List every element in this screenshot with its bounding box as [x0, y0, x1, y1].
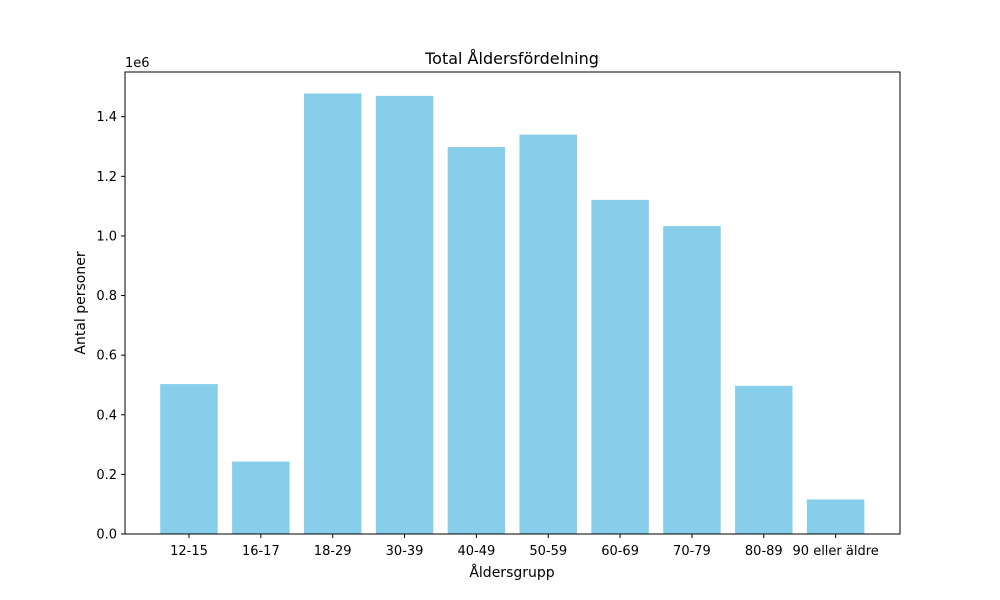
x-tick-label: 80-89 — [745, 544, 783, 559]
x-tick-label: 70-79 — [673, 544, 711, 559]
bar-60-69 — [591, 199, 649, 534]
y-tick-label: 0.8 — [96, 289, 117, 304]
y-tick-label: 0.2 — [96, 468, 117, 483]
bar-80-89 — [735, 385, 793, 534]
y-tick-label: 0.0 — [96, 528, 117, 543]
bars-group — [160, 93, 865, 535]
x-tick-label: 50-59 — [529, 544, 567, 559]
x-tick-label: 30-39 — [386, 544, 424, 559]
y-tick-label: 0.4 — [96, 408, 117, 423]
bar-40-49 — [447, 147, 506, 535]
bar-16-17 — [232, 461, 290, 534]
x-axis-ticks: 12-15 16-17 18-29 30-39 40-49 50-59 60-69 70-79… — [170, 534, 879, 559]
y-tick-label: 1.4 — [96, 110, 117, 125]
y-tick-label: 1.0 — [96, 229, 117, 244]
x-tick-label: 18-29 — [314, 544, 352, 559]
x-tick-label: 12-15 — [170, 544, 208, 559]
y-tick-label: 0.6 — [96, 349, 117, 364]
plot-frame — [124, 71, 901, 535]
x-tick-label: 90 eller äldre — [793, 544, 879, 559]
y-tick-label: 1.2 — [96, 170, 117, 185]
x-tick-label: 60-69 — [601, 544, 639, 559]
bar-50-59 — [519, 134, 577, 534]
x-tick-label: 40-49 — [458, 544, 496, 559]
bar-12-15 — [160, 384, 218, 534]
chart-title: Total Åldersfördelning — [424, 49, 599, 68]
x-axis-label: Åldersgrupp — [469, 564, 554, 581]
y-axis-ticks: 0.0 0.2 0.4 0.6 0.8 1.0 1.2 1.4 — [96, 110, 125, 543]
bar-70-79 — [663, 226, 721, 534]
bar-30-39 — [375, 95, 434, 535]
y-offset-label: 1e6 — [125, 56, 150, 71]
bar-90-eller-äldre — [806, 499, 865, 534]
bar-18-29 — [303, 93, 362, 535]
x-tick-label: 16-17 — [242, 544, 280, 559]
y-axis-label: Antal personer — [73, 251, 89, 354]
